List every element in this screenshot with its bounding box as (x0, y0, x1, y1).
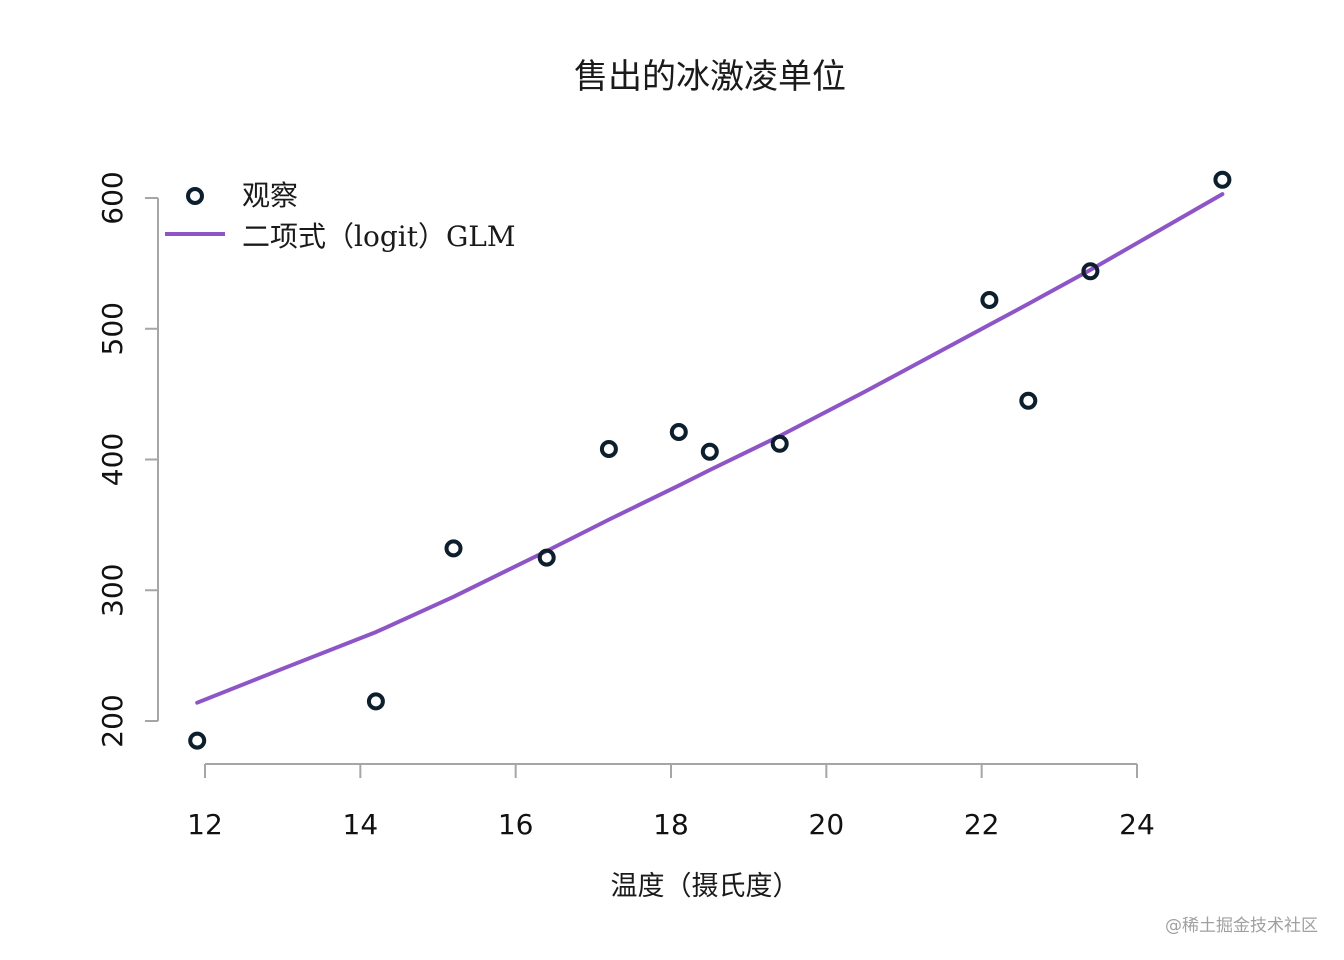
observed-point (599, 440, 618, 458)
x-axis-label: 温度（摄氏度） (611, 871, 800, 902)
observed-point (980, 291, 999, 309)
observed-point (1213, 170, 1232, 189)
x-axis-line (204, 763, 1138, 778)
observed-point (1081, 262, 1100, 281)
legend-marker-observed (186, 187, 204, 205)
axes: 200 300 400 500 600 12 14 16 18 20 22 24 (96, 171, 1155, 841)
glm-fit-line (195, 192, 1225, 705)
y-tick-label: 200 (96, 694, 129, 747)
observed-point (366, 692, 385, 711)
observed-point (669, 423, 688, 441)
chart-title: 售出的冰激凌单位 (574, 57, 846, 97)
observed-point (537, 548, 556, 567)
observed-point (770, 434, 789, 453)
legend: 观察 二项式（logit）GLM (165, 179, 516, 253)
y-ticks: 200 300 400 500 600 (96, 171, 129, 747)
y-tick-label: 400 (96, 433, 129, 486)
y-tick-label: 600 (96, 171, 129, 224)
legend-label-glm: 二项式（logit）GLM (242, 220, 516, 253)
observed-point (444, 539, 463, 558)
x-ticks: 12 14 16 18 20 22 24 (187, 808, 1155, 841)
y-tick-label: 300 (96, 564, 129, 617)
x-tick-label: 20 (809, 808, 845, 841)
x-tick-label: 24 (1119, 808, 1155, 841)
fit-line-group (195, 192, 1225, 705)
y-axis-line (145, 197, 159, 722)
x-tick-label: 22 (964, 808, 1000, 841)
legend-label-observed: 观察 (242, 179, 298, 212)
observed-point (188, 731, 207, 750)
observed-point (1019, 391, 1038, 410)
x-tick-label: 16 (498, 808, 534, 841)
x-tick-label: 12 (187, 808, 223, 841)
points-group (188, 170, 1232, 750)
x-tick-label: 18 (653, 808, 689, 841)
y-tick-label: 500 (96, 302, 129, 355)
x-tick-label: 14 (343, 808, 379, 841)
watermark: @稀土掘金技术社区 (1165, 916, 1318, 936)
observed-point (700, 442, 719, 461)
